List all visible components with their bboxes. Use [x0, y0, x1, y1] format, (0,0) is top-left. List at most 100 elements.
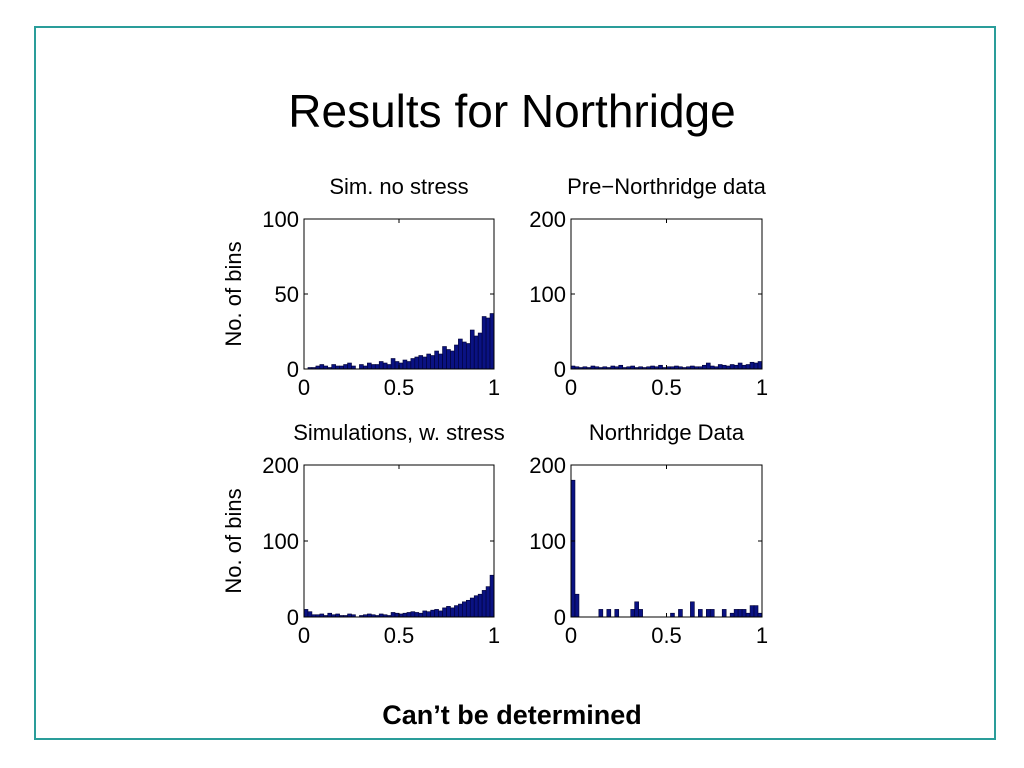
histogram-bar: [477, 332, 483, 370]
histogram-bar: [745, 364, 751, 370]
slide-caption: Can’t be determined: [382, 700, 642, 730]
x-tick-label: 0.5: [384, 375, 415, 400]
x-tick-label: 1: [756, 375, 768, 400]
histogram-bar: [426, 353, 431, 370]
histogram-bar: [737, 362, 743, 370]
histogram-bar: [749, 605, 755, 618]
histogram-bar: [757, 361, 763, 370]
histogram-bar: [406, 361, 412, 370]
histogram-bar: [481, 590, 487, 618]
y-tick-label: 100: [262, 529, 299, 554]
x-tick-label: 0.5: [651, 375, 682, 400]
y-tick-label: 100: [529, 282, 566, 307]
histogram-bar: [634, 601, 639, 618]
histogram-bar: [442, 607, 447, 618]
histogram-bar: [485, 317, 491, 370]
histogram-bar: [462, 601, 467, 618]
histogram-bar: [414, 356, 420, 370]
y-tick-label: 200: [529, 207, 566, 232]
histogram-bar: [367, 362, 372, 370]
histogram-bar: [327, 612, 333, 618]
histogram-bar: [721, 609, 727, 618]
histogram-bar: [473, 595, 479, 618]
chart-title: Northridge Data: [589, 420, 745, 445]
histogram-bar: [729, 612, 735, 618]
histogram-bar: [618, 364, 624, 370]
histogram-bar: [721, 364, 727, 370]
histogram-bar: [390, 612, 396, 618]
slide-frame: [34, 26, 996, 740]
histogram-bar: [370, 364, 376, 370]
histogram-bar: [450, 607, 455, 618]
histogram-bar: [402, 359, 408, 370]
y-tick-label: 0: [287, 357, 299, 382]
histogram-bar: [406, 612, 412, 618]
y-tick-label: 200: [529, 453, 566, 478]
histogram-bar: [481, 316, 487, 370]
chart-4: 0 0.5 1 0 100 200 Northridge Data: [529, 420, 768, 648]
histogram-bar: [438, 610, 443, 618]
histogram-bar: [606, 609, 612, 618]
x-tick-label: 1: [488, 375, 500, 400]
y-tick-label: 200: [262, 453, 299, 478]
y-tick-label: 100: [529, 529, 566, 554]
histogram-bar: [705, 362, 711, 370]
histogram-bar: [690, 601, 695, 618]
y-axis-label: No. of bins: [221, 241, 246, 346]
histogram-bar: [442, 346, 447, 370]
axes-box: [570, 464, 763, 618]
histogram-bar: [434, 609, 439, 618]
histogram-bar: [737, 609, 743, 618]
histogram-bar: [426, 611, 431, 618]
histogram-bar: [705, 609, 711, 618]
histogram-bar: [485, 586, 491, 618]
x-tick-label: 0.5: [651, 623, 682, 648]
histogram-bar: [469, 597, 475, 618]
histogram-bar: [410, 358, 416, 370]
histogram-bar: [359, 364, 364, 370]
histogram-bar: [678, 609, 683, 618]
histogram-bar: [347, 362, 352, 370]
x-tick-label: 0: [565, 623, 577, 648]
x-tick-label: 0.5: [384, 623, 415, 648]
histogram-bar: [458, 338, 463, 370]
histogram-bar: [446, 349, 451, 370]
x-tick-label: 1: [488, 623, 500, 648]
histogram-bar: [434, 350, 439, 370]
histogram-bar: [418, 612, 424, 618]
histogram-bar: [430, 355, 435, 370]
histogram-bar: [733, 364, 739, 370]
histogram-bar: [574, 593, 580, 618]
histogram-bar: [386, 364, 392, 370]
axes-box: [570, 218, 763, 370]
histogram-bar: [331, 364, 336, 370]
histogram-bar: [698, 609, 703, 618]
histogram-bar: [465, 343, 471, 370]
histogram-bar: [469, 329, 475, 370]
histogram-bar: [702, 364, 707, 370]
histogram-bar: [741, 609, 747, 618]
histogram-bar: [454, 344, 459, 370]
histogram-bar: [422, 610, 428, 618]
histogram-bar: [670, 612, 675, 618]
histogram-bar: [303, 609, 309, 618]
histogram-bar: [630, 609, 635, 618]
histogram-bar: [757, 612, 763, 618]
x-tick-label: 0: [298, 375, 310, 400]
histogram-bar: [374, 364, 380, 370]
histogram-bar: [438, 353, 443, 370]
histogram-bar: [473, 335, 479, 370]
histogram-bar: [741, 364, 747, 370]
histogram-bar: [489, 574, 495, 618]
x-tick-label: 1: [756, 623, 768, 648]
histogram-bar: [402, 612, 408, 618]
histogram-bar: [394, 361, 400, 370]
chart-title: Sim. no stress: [329, 174, 468, 199]
histogram-bar: [450, 350, 455, 370]
y-tick-label: 50: [275, 282, 299, 307]
histogram-bar: [343, 364, 348, 370]
histogram-bar: [394, 612, 400, 618]
y-tick-label: 0: [287, 605, 299, 630]
